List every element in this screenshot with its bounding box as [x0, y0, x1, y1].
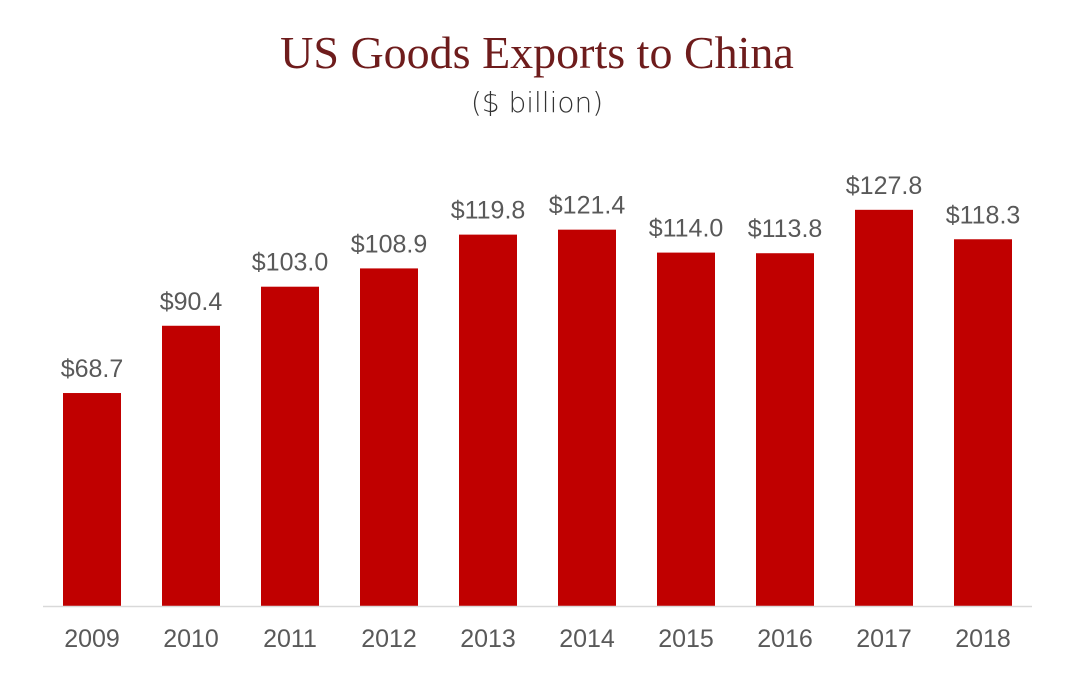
bar-2016: [756, 253, 814, 606]
data-label: $68.7: [61, 355, 124, 383]
x-tick-label: 2012: [361, 625, 417, 653]
chart-title: US Goods Exports to China: [280, 27, 794, 78]
bar-2014: [558, 229, 616, 606]
x-tick-label: 2010: [163, 625, 219, 653]
x-tick-label: 2014: [559, 625, 615, 653]
data-label: $127.8: [846, 172, 922, 200]
bar-2017: [855, 209, 913, 606]
x-tick-label: 2015: [658, 625, 714, 653]
bar-2012: [360, 268, 418, 606]
bar-2011: [261, 286, 319, 606]
data-label: $103.0: [252, 249, 328, 277]
bar-2010: [162, 325, 220, 606]
data-label: $114.0: [649, 215, 724, 243]
data-label: $121.4: [549, 192, 626, 220]
data-label: $119.8: [451, 197, 526, 225]
x-tick-label: 2013: [460, 625, 516, 653]
bar-2013: [459, 234, 517, 606]
x-tick-label: 2017: [856, 625, 912, 653]
chart-subtitle: ($ billion): [470, 86, 604, 119]
data-label: $108.9: [351, 230, 427, 258]
bar-2018: [954, 239, 1012, 606]
data-label: $118.3: [946, 201, 1021, 229]
bar-2015: [657, 252, 715, 606]
x-tick-label: 2018: [955, 625, 1011, 653]
data-label: $113.8: [748, 215, 823, 243]
bar-2009: [63, 393, 121, 606]
x-tick-label: 2009: [64, 625, 120, 653]
x-tick-label: 2011: [263, 625, 317, 653]
x-tick-label: 2016: [757, 625, 813, 653]
data-label: $90.4: [160, 288, 223, 316]
